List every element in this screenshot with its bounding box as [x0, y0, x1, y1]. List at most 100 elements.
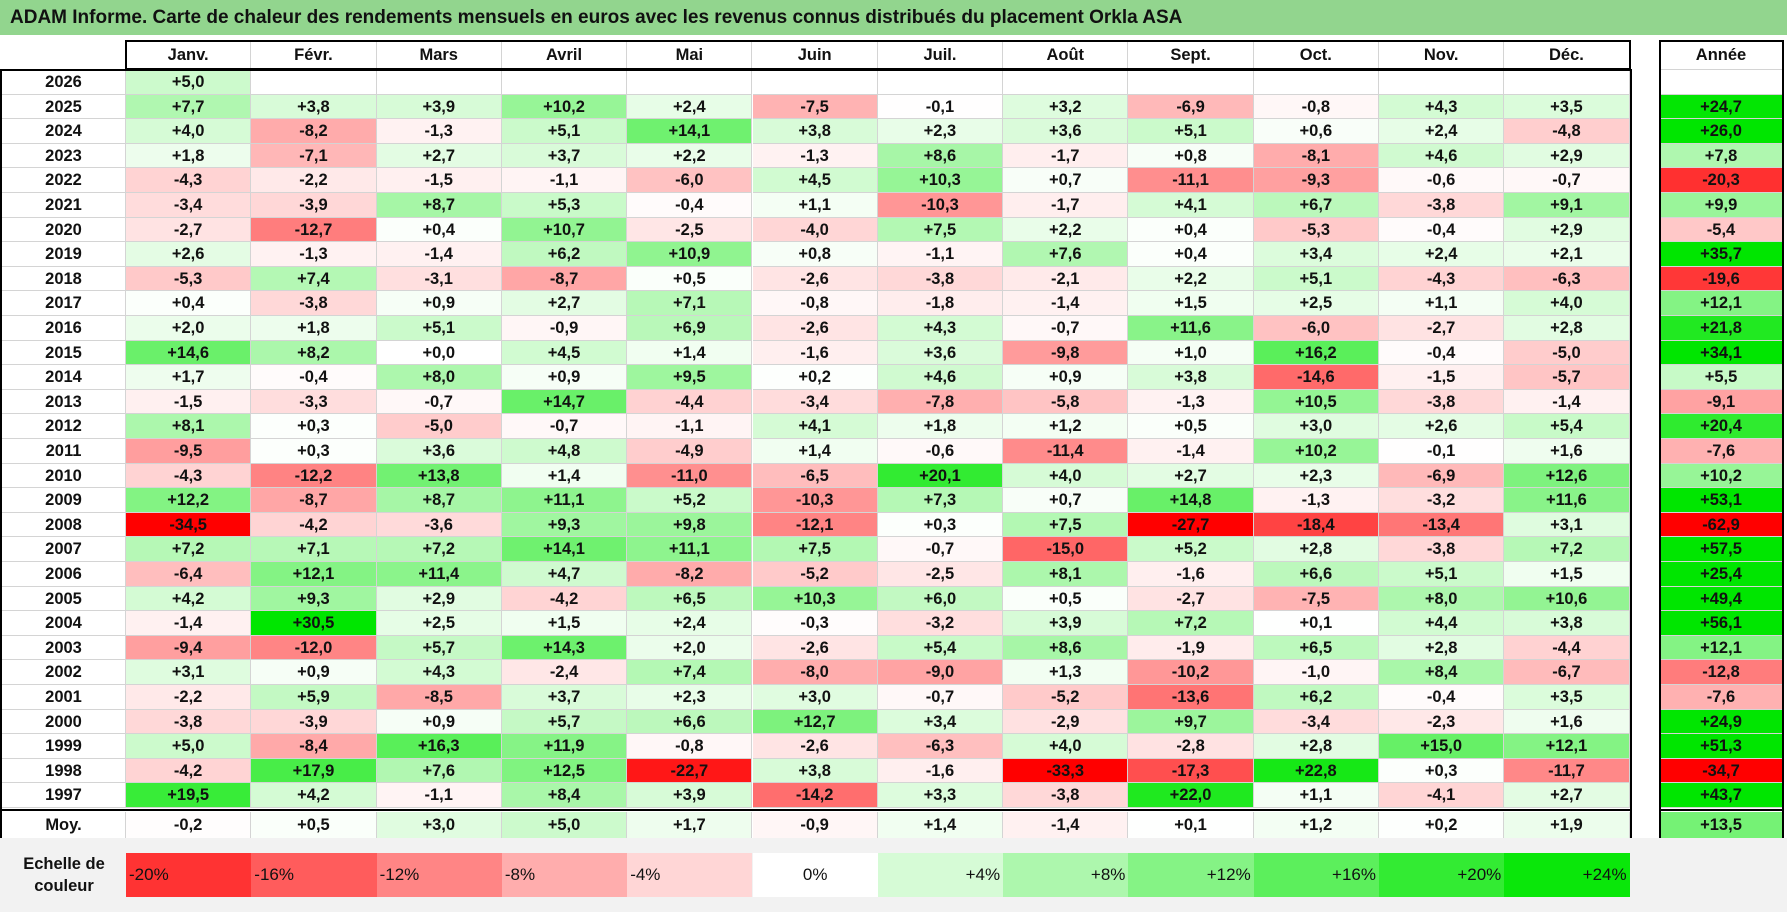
heatmap-cell: +2,0 [627, 635, 753, 661]
heatmap-cell: +7,5 [752, 537, 878, 562]
heatmap-cell: -1,9 [1128, 635, 1254, 661]
heatmap-cell: +5,1 [501, 119, 628, 144]
month-header: Nov. [1379, 41, 1505, 70]
heatmap-cell: +9,8 [627, 512, 753, 538]
heatmap-cell: -17,3 [1128, 758, 1254, 784]
heatmap-cell: -8,7 [251, 488, 377, 513]
heatmap-cell: -7,5 [1253, 586, 1379, 612]
heatmap-cell: +2,5 [1253, 291, 1379, 316]
heatmap-cell: -0,6 [1379, 168, 1505, 193]
heatmap-cell: +5,1 [376, 316, 502, 341]
heatmap-cell: +11,4 [376, 562, 502, 587]
heatmap-cell: +10,2 [1253, 439, 1379, 464]
heatmap-cell: +1,5 [1504, 562, 1630, 587]
heatmap-cell: +2,5 [376, 611, 502, 636]
heatmap-cell: +3,7 [501, 685, 628, 710]
heatmap-cell: +7,1 [251, 537, 377, 562]
month-header: Août [1003, 41, 1129, 70]
annual-cell: +24,9 [1660, 709, 1783, 735]
heatmap-cell [251, 70, 377, 95]
heatmap-cell: +10,7 [501, 217, 628, 243]
legend-swatch: -20% [126, 853, 252, 897]
heatmap-cell: +3,3 [877, 783, 1004, 808]
heatmap-cell: -0,1 [877, 94, 1004, 120]
heatmap-cell: +1,4 [627, 340, 753, 366]
heatmap-cell: +22,0 [1128, 783, 1254, 808]
heatmap-cell: -8,5 [376, 685, 502, 710]
heatmap-cell: +9,3 [251, 586, 377, 612]
heatmap-cell: +0,9 [376, 291, 502, 316]
heatmap-cell: +14,6 [126, 340, 252, 366]
month-header: Déc. [1504, 41, 1630, 70]
heatmap-cell: +8,0 [1379, 586, 1505, 612]
heatmap-cell: -2,5 [627, 217, 753, 243]
heatmap-cell: -0,4 [251, 365, 377, 390]
heatmap-cell: +3,8 [1128, 365, 1254, 390]
heatmap-cell: -4,0 [752, 217, 878, 243]
heatmap-cell: +1,6 [1504, 439, 1630, 464]
annual-cell: -7,6 [1660, 685, 1783, 710]
heatmap-cell: -9,8 [1003, 340, 1129, 366]
heatmap-cell: -0,3 [752, 611, 878, 636]
heatmap-cell: +3,5 [1504, 685, 1630, 710]
annual-cell: -19,6 [1660, 266, 1783, 292]
heatmap-cell: -6,0 [627, 168, 753, 193]
average-cell: +5,0 [501, 812, 628, 839]
heatmap-cell: +4,0 [1504, 291, 1630, 316]
heatmap-cell: +9,5 [627, 365, 753, 390]
heatmap-cell: -10,2 [1128, 660, 1254, 685]
heatmap-cell: -3,2 [1379, 488, 1505, 513]
heatmap-cell: -6,4 [126, 562, 252, 587]
heatmap-cell: +2,3 [1253, 463, 1379, 489]
heatmap-cell: -4,2 [501, 586, 628, 612]
annual-cell: +51,3 [1660, 734, 1783, 759]
year-label: 1997 [2, 783, 126, 808]
heatmap-cell: -8,7 [501, 266, 628, 292]
heatmap-cell: -8,0 [752, 660, 878, 685]
heatmap-cell: -0,8 [627, 734, 753, 759]
heatmap-cell: -3,1 [376, 266, 502, 292]
heatmap-cell: +0,9 [1003, 365, 1129, 390]
heatmap-cell: +2,8 [1253, 734, 1379, 759]
heatmap-cell: +4,0 [126, 119, 252, 144]
heatmap-cell: +0,5 [627, 266, 753, 292]
heatmap-cell: -0,6 [877, 439, 1004, 464]
heatmap-cell: +4,3 [1379, 94, 1505, 120]
heatmap-cell: +2,6 [126, 242, 252, 267]
legend-swatch: 0% [752, 853, 878, 897]
month-header: Mai [627, 41, 753, 70]
heatmap-cell: +0,8 [1128, 143, 1254, 169]
annual-cell: +34,1 [1660, 340, 1783, 366]
heatmap-cell: +3,9 [627, 783, 753, 808]
heatmap-cell: -13,4 [1379, 512, 1505, 538]
legend-swatch: +20% [1379, 853, 1505, 897]
heatmap-cell: +8,1 [126, 414, 252, 439]
year-label: 2025 [2, 94, 126, 120]
heatmap-cell: -1,5 [376, 168, 502, 193]
year-label: 2017 [2, 291, 126, 316]
heatmap-cell: +6,9 [627, 316, 753, 341]
heatmap-cell: +2,2 [1128, 266, 1254, 292]
heatmap-cell: +0,0 [376, 340, 502, 366]
annual-cell: +53,1 [1660, 488, 1783, 513]
heatmap-cell: +4,1 [752, 414, 878, 439]
average-cell: +0,1 [1128, 812, 1254, 839]
heatmap-cell: -1,6 [1128, 562, 1254, 587]
heatmap-cell: +1,1 [1253, 783, 1379, 808]
heatmap-cell: -2,7 [1379, 316, 1505, 341]
year-label: 2004 [2, 611, 126, 636]
heatmap-cell: -8,1 [1253, 143, 1379, 169]
heatmap-cell: +30,5 [251, 611, 377, 636]
heatmap-cell: +5,4 [877, 635, 1004, 661]
heatmap-cell: +3,8 [752, 119, 878, 144]
heatmap-cell: -1,3 [251, 242, 377, 267]
heatmap-cell: +0,7 [1003, 168, 1129, 193]
heatmap-cell: +2,7 [376, 143, 502, 169]
heatmap-cell: -12,2 [251, 463, 377, 489]
heatmap-cell: +0,5 [1128, 414, 1254, 439]
heatmap-cell: +9,3 [501, 512, 628, 538]
heatmap-cell: -9,3 [1253, 168, 1379, 193]
heatmap-cell: +3,4 [1253, 242, 1379, 267]
heatmap-cell: -3,8 [126, 709, 252, 735]
heatmap-cell: +3,1 [126, 660, 252, 685]
